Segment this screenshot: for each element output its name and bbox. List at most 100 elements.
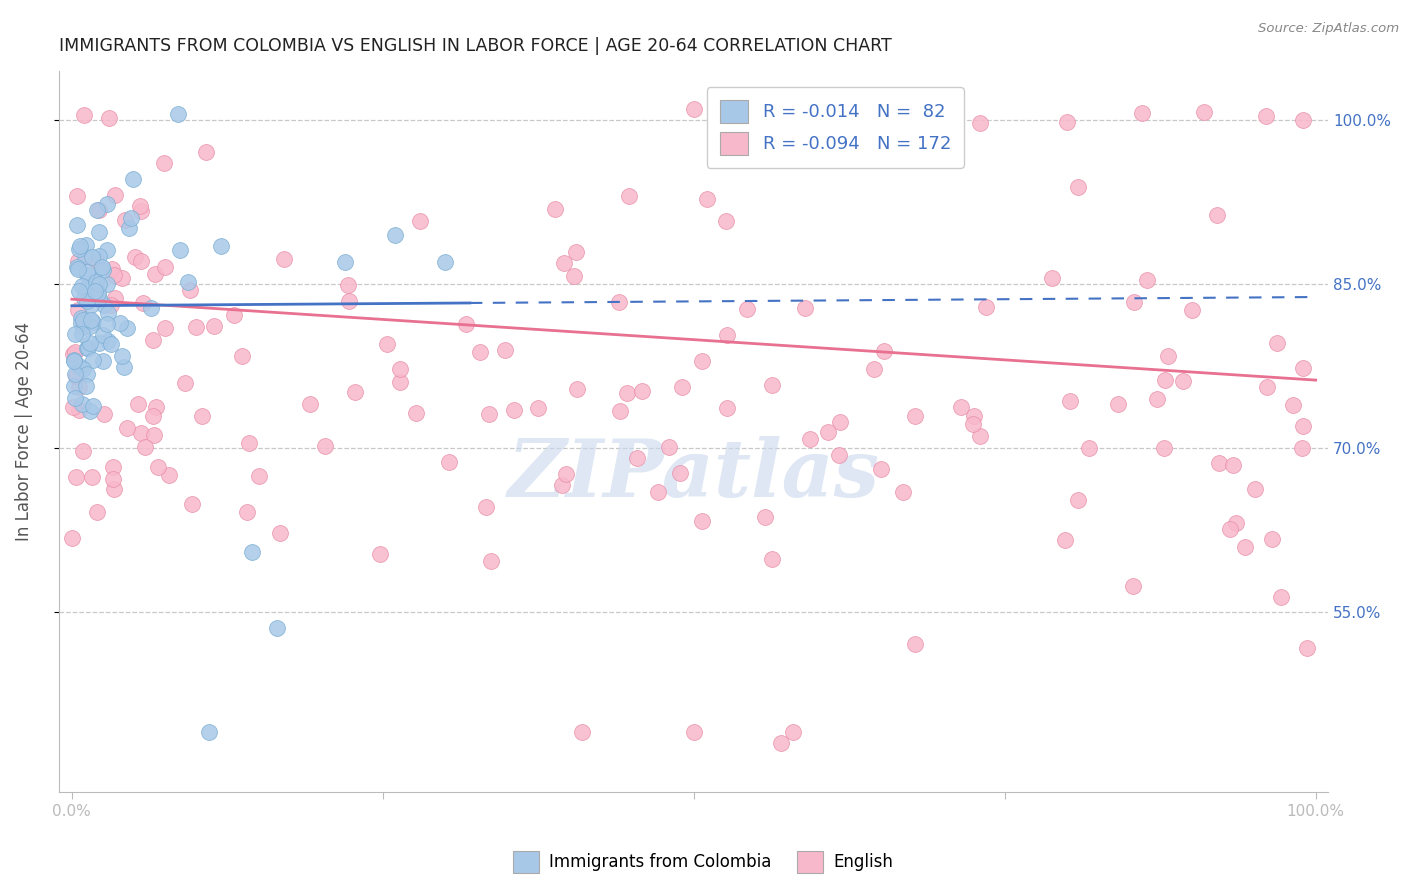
Point	[62, 400, 84, 414]
Point	[873, 344, 896, 359]
Point	[93, 298, 115, 312]
Point	[76, 367, 98, 381]
Point	[1157, 349, 1180, 363]
Point	[111, 271, 134, 285]
Point	[1296, 641, 1319, 656]
Point	[87, 277, 110, 291]
Point	[389, 362, 412, 376]
Point	[949, 400, 972, 414]
Point	[690, 354, 713, 368]
Point	[1222, 458, 1244, 472]
Point	[716, 401, 738, 416]
Point	[782, 725, 804, 739]
Point	[122, 172, 145, 186]
Point	[671, 380, 693, 394]
Point	[73, 108, 96, 122]
Point	[368, 547, 391, 561]
Point	[817, 425, 839, 440]
Point	[1270, 590, 1292, 604]
Point	[129, 204, 152, 219]
Point	[63, 354, 86, 368]
Point	[735, 301, 758, 316]
Point	[907, 111, 929, 125]
Text: ZIPatlas: ZIPatlas	[508, 436, 880, 514]
Point	[1192, 105, 1215, 120]
Point	[70, 326, 93, 341]
Point	[79, 318, 101, 333]
Point	[1265, 335, 1288, 350]
Point	[904, 409, 927, 424]
Point	[269, 526, 291, 541]
Point	[389, 375, 412, 389]
Point	[86, 505, 108, 519]
Point	[1225, 516, 1247, 530]
Point	[124, 250, 146, 264]
Point	[891, 485, 914, 500]
Point	[97, 306, 120, 320]
Point	[75, 238, 97, 252]
Point	[98, 111, 121, 125]
Point	[63, 353, 86, 368]
Point	[863, 362, 886, 376]
Point	[962, 417, 984, 432]
Point	[1292, 112, 1315, 127]
Point	[236, 505, 259, 519]
Point	[336, 277, 359, 292]
Point	[963, 409, 986, 424]
Point	[103, 268, 125, 282]
Point	[96, 318, 118, 332]
Point	[101, 472, 124, 486]
Point	[571, 725, 593, 739]
Point	[80, 298, 103, 312]
Point	[1059, 394, 1081, 409]
Point	[86, 203, 108, 218]
Point	[969, 116, 991, 130]
Point	[67, 380, 90, 394]
Point	[103, 460, 125, 475]
Point	[91, 263, 114, 277]
Point	[96, 244, 118, 258]
Point	[70, 316, 93, 330]
Point	[456, 317, 478, 331]
Point	[384, 227, 406, 242]
Point	[1146, 392, 1168, 406]
Point	[1292, 419, 1315, 434]
Point	[1208, 456, 1230, 470]
Point	[63, 326, 86, 341]
Point	[180, 497, 202, 511]
Point	[169, 243, 191, 257]
Point	[67, 303, 90, 318]
Point	[494, 343, 516, 358]
Point	[66, 189, 89, 203]
Point	[62, 346, 84, 360]
Point	[111, 349, 134, 363]
Point	[609, 404, 631, 418]
Point	[134, 441, 156, 455]
Point	[335, 255, 357, 269]
Point	[129, 425, 152, 440]
Point	[555, 467, 578, 481]
Point	[82, 315, 104, 329]
Point	[84, 284, 107, 298]
Point	[1136, 273, 1159, 287]
Point	[142, 409, 165, 423]
Point	[72, 279, 94, 293]
Point	[96, 277, 118, 291]
Point	[63, 392, 86, 406]
Point	[527, 401, 550, 415]
Point	[83, 290, 105, 304]
Point	[1181, 303, 1204, 318]
Point	[174, 376, 197, 390]
Point	[91, 327, 114, 342]
Point	[343, 385, 366, 400]
Point	[65, 368, 87, 382]
Point	[231, 349, 253, 363]
Point	[76, 341, 98, 355]
Point	[298, 397, 321, 411]
Point	[714, 214, 737, 228]
Point	[70, 397, 93, 411]
Point	[470, 345, 492, 359]
Point	[86, 292, 108, 306]
Point	[904, 637, 927, 651]
Point	[209, 238, 232, 252]
